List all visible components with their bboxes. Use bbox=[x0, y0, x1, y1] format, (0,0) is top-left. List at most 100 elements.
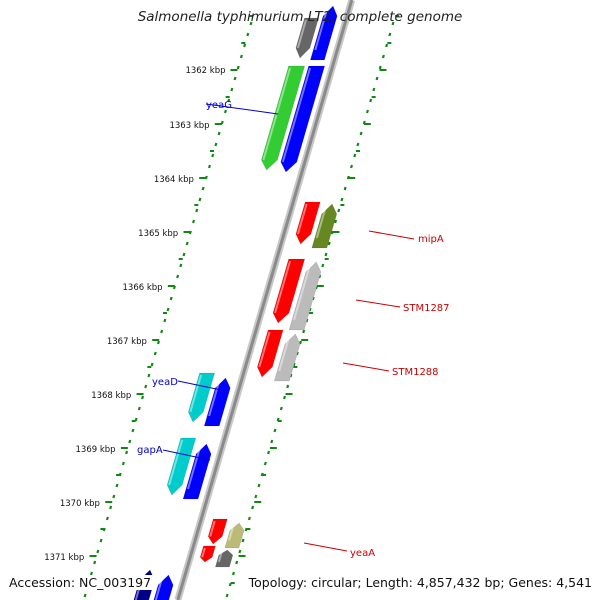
scale-tick-label: 1366 kbp bbox=[123, 283, 163, 293]
outer-left-dotted-boundary bbox=[99, 538, 103, 543]
outer-left-dotted-boundary bbox=[227, 98, 231, 103]
gene-arrow-highlight bbox=[274, 260, 292, 314]
outer-right-dotted-boundary bbox=[302, 329, 306, 334]
outer-left-dotted-boundary bbox=[128, 439, 132, 444]
outer-right-dotted-boundary bbox=[340, 197, 344, 202]
outer-right-dotted-boundary bbox=[257, 483, 261, 488]
gene-arrow-highlight bbox=[201, 547, 206, 558]
outer-left-dotted-boundary bbox=[233, 76, 237, 81]
outer-right-dotted-boundary bbox=[388, 32, 392, 37]
scale-tick-label: 1367 kbp bbox=[107, 337, 147, 347]
outer-left-dotted-boundary bbox=[115, 483, 119, 488]
outer-left-dotted-boundary bbox=[137, 406, 141, 411]
outer-left-dotted-boundary bbox=[144, 384, 148, 389]
genome-summary-text: Topology: circular; Length: 4,857,432 bp… bbox=[244, 575, 592, 590]
gene-arrow bbox=[261, 65, 306, 171]
outer-left-dotted-boundary bbox=[112, 494, 116, 499]
outer-left-dotted-boundary bbox=[150, 362, 154, 367]
outer-right-dotted-boundary bbox=[247, 516, 251, 521]
gene-arrow-highlight bbox=[278, 335, 291, 372]
outer-left-dotted-boundary bbox=[217, 131, 221, 136]
outer-right-dotted-boundary bbox=[231, 571, 235, 576]
outer-left-dotted-boundary bbox=[163, 318, 167, 323]
gene-label: yeaG bbox=[206, 100, 232, 111]
outer-left-dotted-boundary bbox=[239, 54, 243, 59]
gene-label: STM1288 bbox=[392, 367, 439, 378]
outer-left-dotted-boundary bbox=[131, 428, 135, 433]
outer-left-dotted-boundary bbox=[195, 208, 199, 213]
outer-right-dotted-boundary bbox=[238, 549, 242, 554]
outer-right-dotted-boundary bbox=[353, 153, 357, 158]
outer-left-dotted-boundary bbox=[125, 450, 129, 455]
gene-label: STM1287 bbox=[403, 303, 450, 314]
gene-arrow bbox=[203, 377, 231, 427]
gene-arrow-highlight bbox=[209, 520, 216, 537]
outer-right-dotted-boundary bbox=[334, 219, 338, 224]
outer-right-dotted-boundary bbox=[273, 428, 277, 433]
gene-arrow-highlight bbox=[228, 524, 235, 541]
gene-arrow bbox=[153, 574, 174, 600]
gene-arrow bbox=[188, 372, 216, 423]
outer-right-dotted-boundary bbox=[343, 186, 347, 191]
gene-arrow bbox=[272, 258, 306, 324]
outer-left-dotted-boundary bbox=[105, 516, 109, 521]
outer-right-dotted-boundary bbox=[378, 65, 382, 70]
outer-left-dotted-boundary bbox=[141, 395, 145, 400]
gene-arrow-highlight bbox=[189, 374, 203, 413]
outer-right-dotted-boundary bbox=[385, 43, 389, 48]
outer-left-dotted-boundary bbox=[89, 571, 93, 576]
outer-right-dotted-boundary bbox=[241, 538, 245, 543]
outer-right-dotted-boundary bbox=[254, 494, 258, 499]
gene-arrow bbox=[311, 203, 338, 249]
gene-arrow bbox=[182, 443, 212, 500]
outer-right-dotted-boundary bbox=[391, 21, 395, 26]
gene-label: yeaD bbox=[152, 377, 178, 388]
outer-left-dotted-boundary bbox=[185, 241, 189, 246]
gene-arrow bbox=[199, 545, 216, 563]
outer-left-dotted-boundary bbox=[166, 307, 170, 312]
gene-arrow-highlight bbox=[208, 379, 221, 417]
gene-label-leader bbox=[303, 542, 348, 552]
scale-tick-label: 1369 kbp bbox=[76, 445, 116, 455]
scale-tick-label: 1368 kbp bbox=[91, 391, 131, 401]
gene-arrow-highlight bbox=[187, 445, 202, 490]
outer-right-dotted-boundary bbox=[375, 76, 379, 81]
outer-left-dotted-boundary bbox=[230, 87, 234, 92]
outer-left-dotted-boundary bbox=[96, 549, 100, 554]
gene-arrow bbox=[207, 518, 228, 545]
gene-arrow bbox=[214, 549, 234, 568]
outer-left-dotted-boundary bbox=[220, 120, 224, 125]
gene-label-leader bbox=[162, 449, 211, 461]
backbone bbox=[176, 0, 354, 600]
gene-label-leader bbox=[205, 103, 279, 115]
outer-left-dotted-boundary bbox=[208, 164, 212, 169]
scale-tick-label: 1362 kbp bbox=[185, 66, 225, 76]
map-title: Salmonella typhimurium LT2, complete gen… bbox=[137, 9, 463, 25]
outer-left-dotted-boundary bbox=[211, 153, 215, 158]
outer-left-dotted-boundary bbox=[236, 65, 240, 70]
outer-right-dotted-boundary bbox=[337, 208, 341, 213]
gene-arrow-highlight bbox=[258, 331, 271, 368]
outer-right-dotted-boundary bbox=[327, 241, 331, 246]
outer-left-dotted-boundary bbox=[121, 461, 125, 466]
outer-right-dotted-boundary bbox=[381, 54, 385, 59]
outer-right-dotted-boundary bbox=[228, 582, 232, 587]
outer-left-dotted-boundary bbox=[201, 186, 205, 191]
outer-right-dotted-boundary bbox=[372, 87, 376, 92]
outer-left-dotted-boundary bbox=[182, 252, 186, 257]
outer-left-dotted-boundary bbox=[153, 351, 157, 356]
gene-label-leader bbox=[177, 380, 227, 392]
outer-left-dotted-boundary bbox=[83, 593, 87, 598]
outer-right-dotted-boundary bbox=[279, 406, 283, 411]
outer-right-dotted-boundary bbox=[359, 131, 363, 136]
gene-label-leader bbox=[342, 362, 390, 372]
gene-label-leader bbox=[368, 230, 415, 240]
outer-right-dotted-boundary bbox=[324, 252, 328, 257]
outer-left-dotted-boundary bbox=[249, 21, 253, 26]
scale-tick-label: 1364 kbp bbox=[154, 175, 194, 185]
outer-left-dotted-boundary bbox=[192, 219, 196, 224]
outer-right-dotted-boundary bbox=[365, 109, 369, 114]
gene-arrow-highlight bbox=[314, 7, 329, 51]
accession-text: Accession: NC_003197 bbox=[9, 575, 156, 590]
